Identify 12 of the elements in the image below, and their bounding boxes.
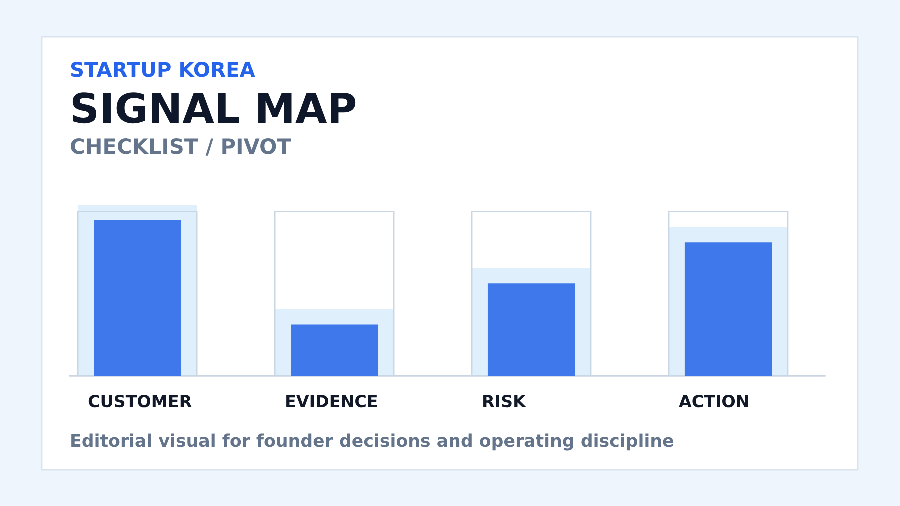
x-tick-label: CUSTOMER: [88, 395, 192, 408]
x-tick-label: RISK: [484, 395, 526, 408]
chart-title: SIGNAL MAP: [72, 92, 356, 124]
text: Editorial visual for founder decisions and operating discipline: [72, 434, 674, 451]
x-tick-label: EVIDENCE: [286, 395, 378, 408]
text: STARTUP KOREA: [71, 62, 256, 78]
bar: [488, 284, 576, 376]
chart-subtitle: CHECKLIST / PIVOT: [71, 138, 292, 156]
x-tick-label: ACTION: [679, 395, 748, 408]
bar: [684, 242, 772, 376]
bar: [94, 220, 182, 376]
bar: [291, 324, 378, 376]
